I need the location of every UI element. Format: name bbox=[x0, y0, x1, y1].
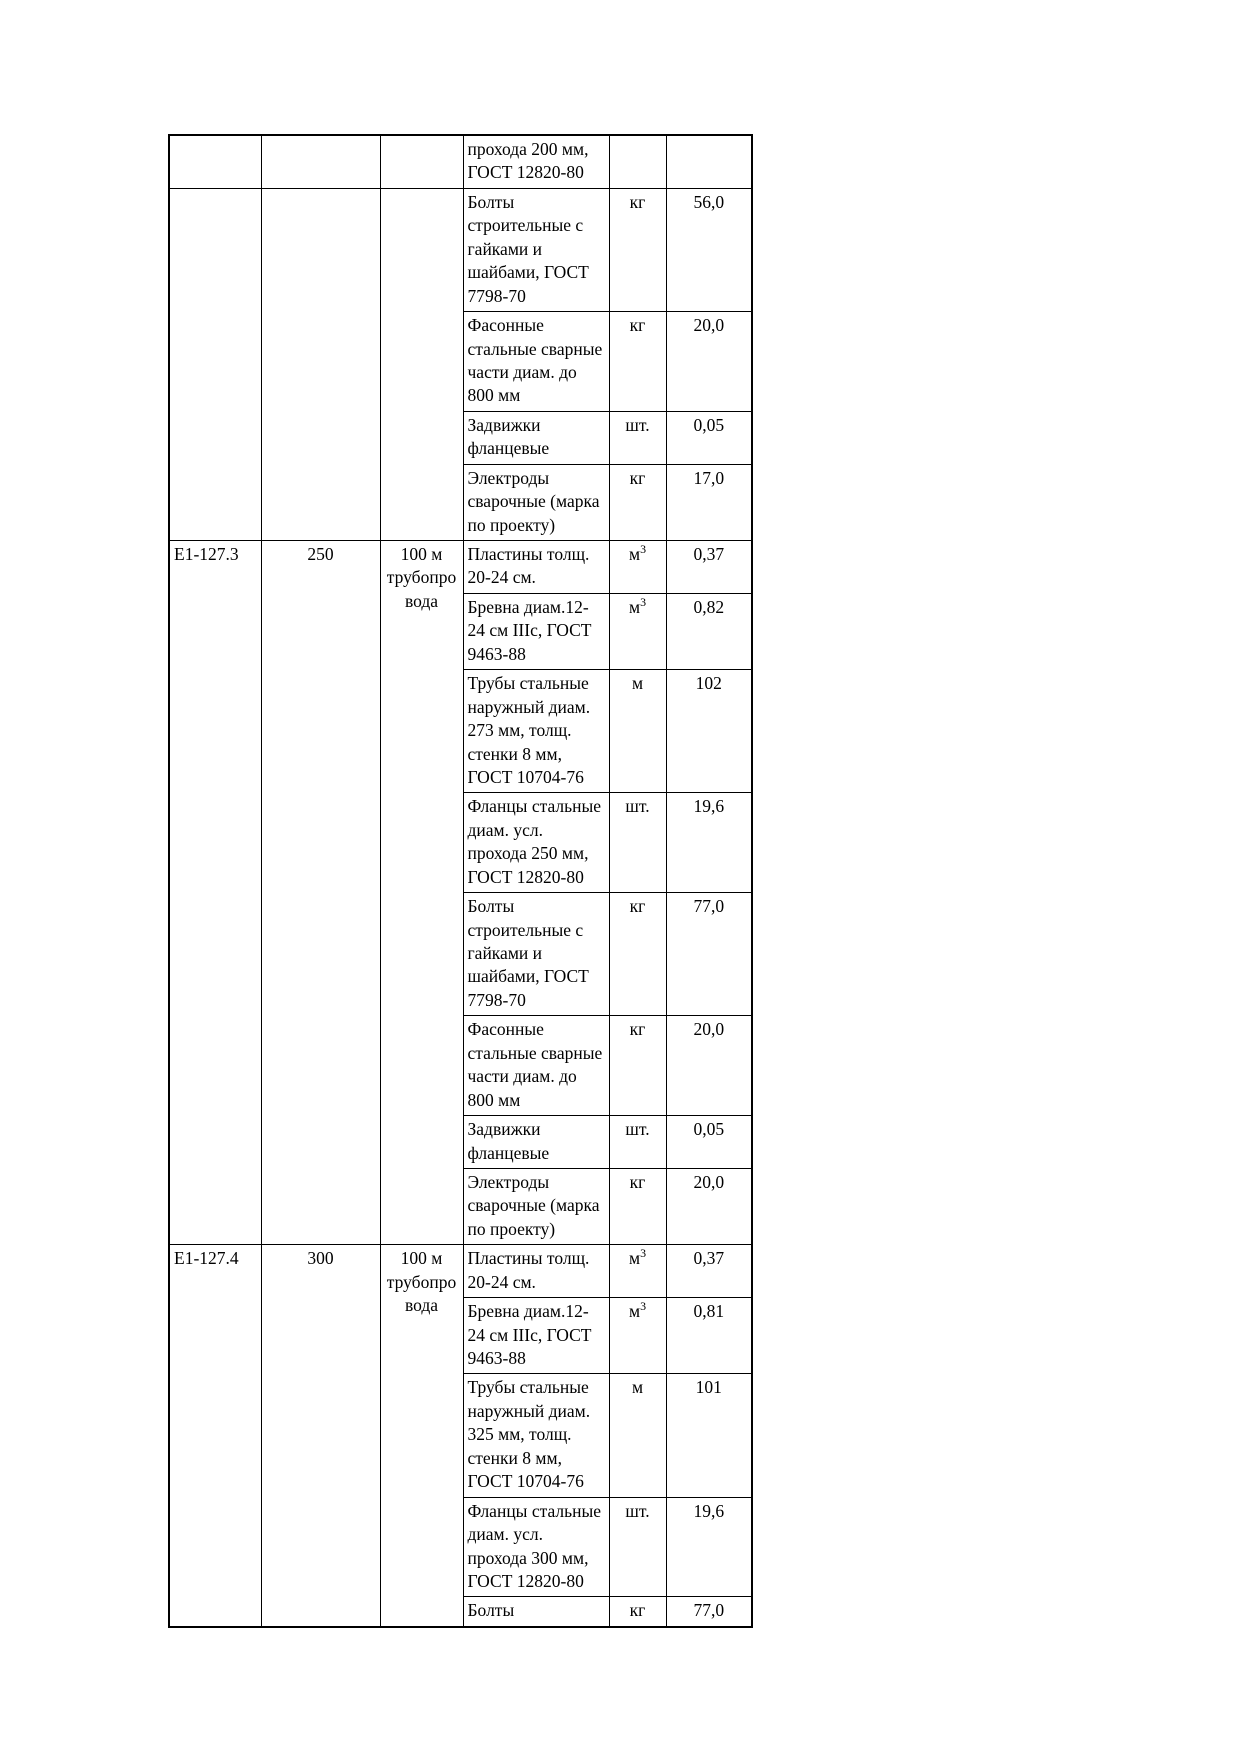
cell-unit bbox=[608, 134, 667, 189]
cell-unit: м3 bbox=[608, 592, 667, 671]
table-row: E1-127.4 300 100 м трубопровода Пластины то… bbox=[168, 1244, 753, 1628]
cell-quantity: 20,0 bbox=[665, 1015, 753, 1117]
unit-exponent: 3 bbox=[640, 595, 647, 610]
table-row: Задвижки фланцевые шт. 0,05 bbox=[169, 410, 753, 465]
cell-code: E1-127.4 bbox=[168, 1244, 262, 1628]
cell-code bbox=[168, 134, 262, 189]
table-row: Электроды сварочные (марка по проекту) кг… bbox=[169, 1167, 753, 1246]
table-row: Фасонные стальные сварные части диам. до… bbox=[169, 311, 753, 412]
cell-quantity: 102 bbox=[665, 669, 753, 794]
specification-table: прохода 200 мм, ГОСТ 12820-80 Болты строи… bbox=[168, 134, 753, 1628]
table-row: Бревна диам.12-24 см IIIc, ГОСТ 9463-88 м… bbox=[169, 1297, 753, 1375]
cell-diameter: 300 bbox=[260, 1244, 381, 1628]
cell-quantity: 56,0 bbox=[665, 187, 753, 313]
cell-resource: Фасонные стальные сварные части диам. до… bbox=[462, 311, 610, 412]
cell-unit: кг bbox=[608, 1167, 667, 1246]
cell-quantity: 0,81 bbox=[665, 1297, 753, 1375]
specification-table-wrapper: прохода 200 мм, ГОСТ 12820-80 Болты строи… bbox=[168, 134, 753, 1628]
table-row: Болты кг 77,0 bbox=[169, 1596, 753, 1628]
cell-measure: 100 м трубопровода bbox=[379, 539, 464, 1246]
cell-resource: Задвижки фланцевые bbox=[462, 1115, 610, 1169]
cell-quantity: 0,37 bbox=[665, 1244, 753, 1299]
cell-unit: м bbox=[608, 669, 667, 794]
cell-unit: м3 bbox=[608, 1244, 667, 1299]
cell-resource: Фланцы стальные диам. усл. прохода 250 м… bbox=[462, 792, 610, 894]
cell-unit: м bbox=[608, 1373, 667, 1498]
table-row: E1-127.3 250 100 м трубопровода Пластины то… bbox=[168, 539, 753, 1246]
table-row: Электроды сварочные (марка по проекту) кг… bbox=[169, 463, 753, 542]
cell-unit: м3 bbox=[608, 540, 667, 594]
cell-quantity: 77,0 bbox=[665, 892, 753, 1017]
unit-exponent: 3 bbox=[640, 1246, 647, 1261]
cell-unit: кг bbox=[608, 311, 667, 412]
cell-unit: кг bbox=[608, 892, 667, 1017]
cell-resource: Трубы стальные наружный диам. 325 мм, то… bbox=[462, 1373, 610, 1498]
cell-quantity: 20,0 bbox=[665, 311, 753, 412]
cell-quantity: 19,6 bbox=[665, 792, 753, 894]
cell-unit: кг bbox=[608, 1015, 667, 1117]
table-row: прохода 200 мм, ГОСТ 12820-80 bbox=[168, 134, 753, 189]
table-row: Бревна диам.12-24 см IIIc, ГОСТ 9463-88 м… bbox=[169, 592, 753, 671]
cell-resource: Фланцы стальные диам. усл. прохода 300 м… bbox=[462, 1496, 610, 1598]
cell-unit: кг bbox=[608, 463, 667, 542]
cell-resource: Электроды сварочные (марка по проекту) bbox=[462, 1167, 610, 1246]
table-row: Трубы стальные наружный диам. 325 мм, то… bbox=[169, 1373, 753, 1498]
cell-quantity: 101 bbox=[665, 1373, 753, 1498]
cell-resource: Фасонные стальные сварные части диам. до… bbox=[462, 1015, 610, 1117]
cell-measure bbox=[379, 134, 464, 189]
cell-quantity: 0,05 bbox=[665, 1115, 753, 1169]
cell-resource: прохода 200 мм, ГОСТ 12820-80 bbox=[462, 134, 610, 189]
unit-exponent: 3 bbox=[640, 1299, 647, 1314]
cell-unit: шт. bbox=[608, 1115, 667, 1169]
cell-unit: м3 bbox=[608, 1297, 667, 1375]
cell-diameter bbox=[260, 187, 381, 542]
cell-quantity: 19,6 bbox=[665, 1496, 753, 1598]
cell-resource: Бревна диам.12-24 см IIIc, ГОСТ 9463-88 bbox=[462, 1297, 610, 1375]
cell-quantity: 17,0 bbox=[665, 463, 753, 542]
cell-diameter: 250 bbox=[260, 539, 381, 1246]
cell-resource: Болты строительные с гайками и шайбами, … bbox=[462, 187, 610, 313]
cell-measure bbox=[379, 187, 464, 542]
specification-table-body: прохода 200 мм, ГОСТ 12820-80 Болты строи… bbox=[168, 134, 753, 1628]
cell-resource: Пластины толщ. 20-24 см. bbox=[462, 1244, 610, 1299]
cell-quantity bbox=[665, 134, 753, 189]
table-row: Трубы стальные наружный диам. 273 мм, то… bbox=[169, 669, 753, 794]
cell-quantity: 0,82 bbox=[665, 592, 753, 671]
cell-quantity: 20,0 bbox=[665, 1167, 753, 1246]
cell-diameter bbox=[260, 134, 381, 189]
cell-resource: Бревна диам.12-24 см IIIc, ГОСТ 9463-88 bbox=[462, 592, 610, 671]
cell-unit: кг bbox=[608, 187, 667, 313]
cell-code: E1-127.3 bbox=[168, 539, 262, 1246]
table-row: Болты строительные с гайками и шайбами, … bbox=[168, 187, 753, 542]
unit-exponent: 3 bbox=[640, 542, 647, 557]
cell-unit: шт. bbox=[608, 410, 667, 465]
cell-quantity: 0,37 bbox=[665, 540, 753, 594]
cell-resource: Пластины толщ. 20-24 см. bbox=[462, 540, 610, 594]
cell-quantity: 77,0 bbox=[665, 1596, 753, 1628]
cell-quantity: 0,05 bbox=[665, 410, 753, 465]
cell-resource: Электроды сварочные (марка по проекту) bbox=[462, 463, 610, 542]
cell-resource: Болты bbox=[462, 1596, 610, 1628]
cell-resource: Трубы стальные наружный диам. 273 мм, то… bbox=[462, 669, 610, 794]
cell-unit: кг bbox=[608, 1596, 667, 1628]
table-row: Болты строительные с гайками и шайбами, … bbox=[169, 892, 753, 1017]
cell-unit: шт. bbox=[608, 792, 667, 894]
cell-resource: Задвижки фланцевые bbox=[462, 410, 610, 465]
table-row: Задвижки фланцевые шт. 0,05 bbox=[169, 1115, 753, 1169]
table-row: Фасонные стальные сварные части диам. до… bbox=[169, 1015, 753, 1117]
cell-code bbox=[168, 187, 262, 542]
cell-unit: шт. bbox=[608, 1496, 667, 1598]
cell-resource: Болты строительные с гайками и шайбами, … bbox=[462, 892, 610, 1017]
cell-measure: 100 м трубопровода bbox=[379, 1244, 464, 1628]
